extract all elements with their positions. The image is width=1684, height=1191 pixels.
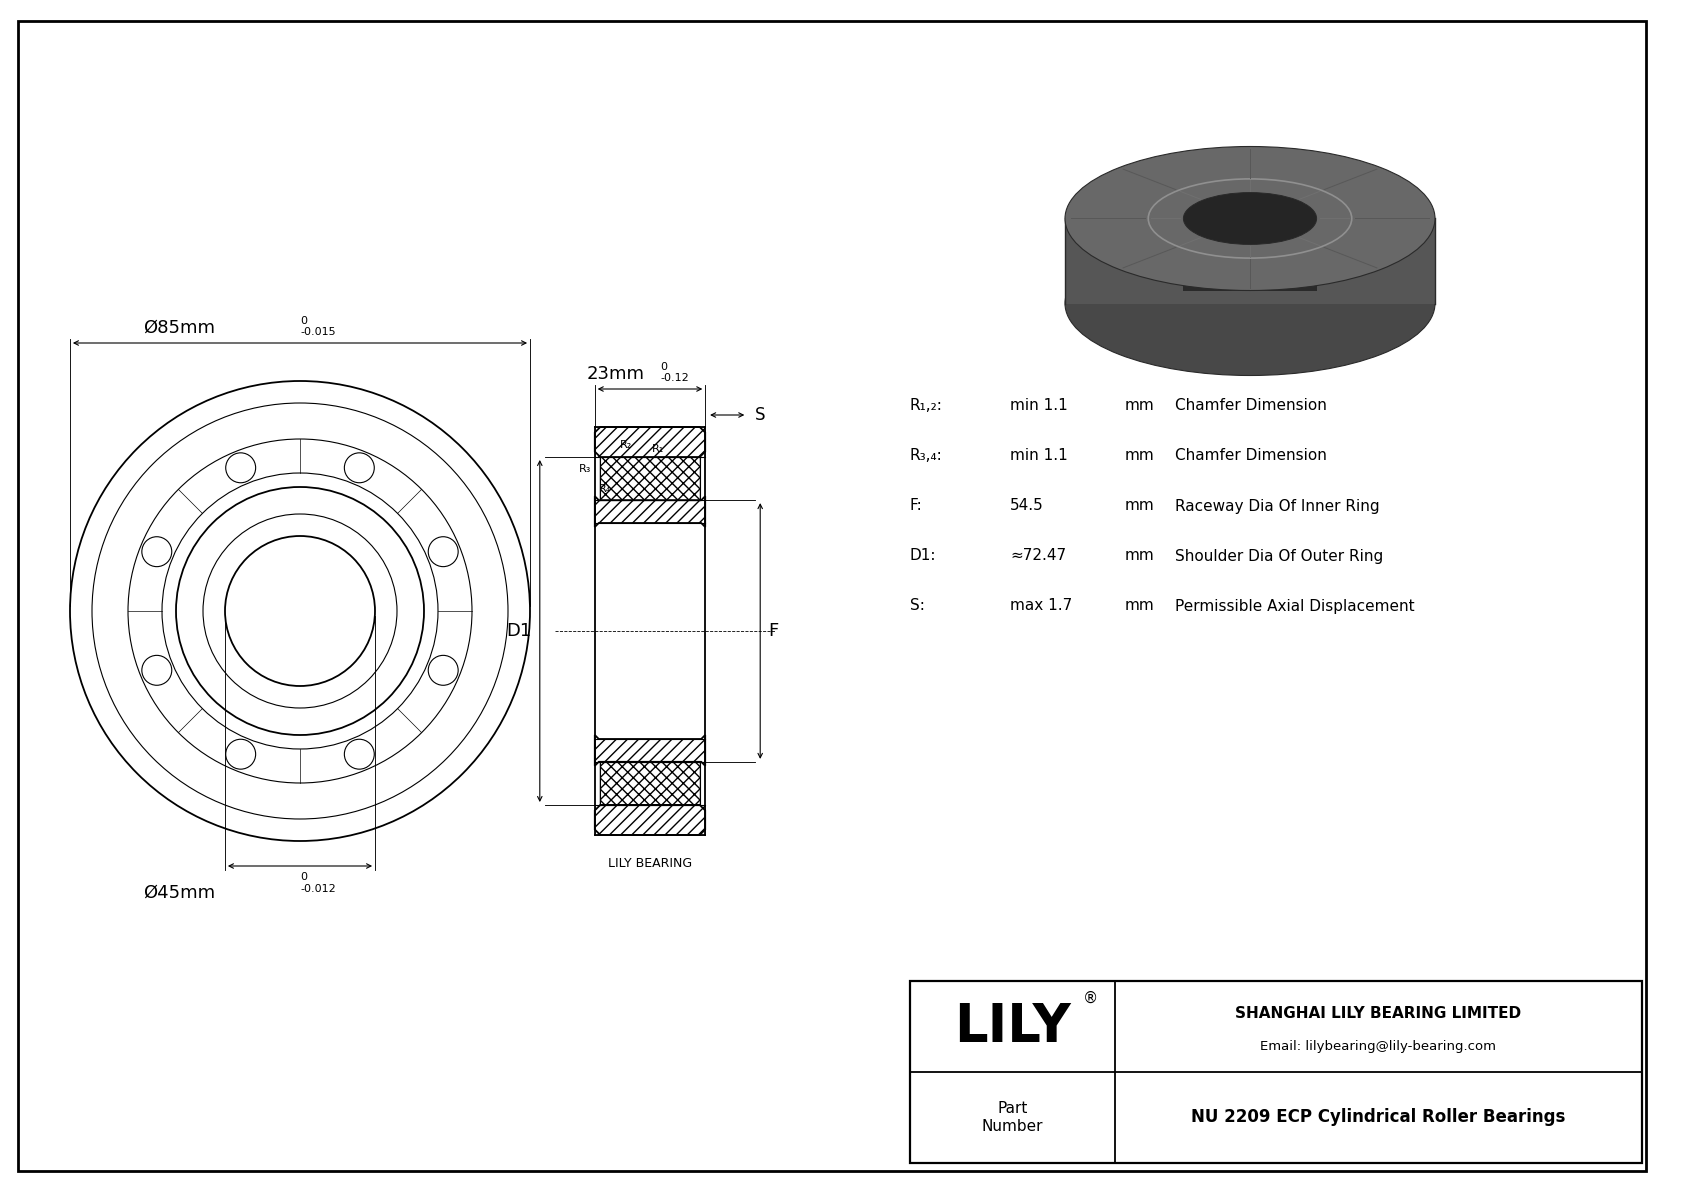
Text: R₂: R₂ (620, 439, 632, 450)
Text: R₃: R₃ (578, 463, 591, 474)
Text: Ø45mm: Ø45mm (143, 884, 216, 902)
Text: 23mm: 23mm (588, 364, 645, 384)
Text: D1:: D1: (909, 549, 936, 563)
Polygon shape (594, 738, 706, 762)
Text: Chamfer Dimension: Chamfer Dimension (1175, 449, 1327, 463)
Polygon shape (600, 457, 699, 500)
Text: D1: D1 (507, 622, 532, 640)
Text: Shoulder Dia Of Outer Ring: Shoulder Dia Of Outer Ring (1175, 549, 1383, 563)
Text: NU 2209 ECP Cylindrical Roller Bearings: NU 2209 ECP Cylindrical Roller Bearings (1191, 1109, 1566, 1127)
Text: min 1.1: min 1.1 (1010, 449, 1068, 463)
Text: min 1.1: min 1.1 (1010, 399, 1068, 413)
Text: -0.12: -0.12 (660, 373, 689, 384)
Polygon shape (1184, 218, 1317, 291)
Text: S: S (754, 406, 766, 424)
Text: mm: mm (1125, 549, 1155, 563)
Polygon shape (594, 428, 706, 457)
Text: ≈72.47: ≈72.47 (1010, 549, 1066, 563)
Polygon shape (594, 805, 706, 835)
Text: mm: mm (1125, 399, 1155, 413)
Polygon shape (594, 500, 706, 523)
Text: 0: 0 (300, 872, 306, 883)
Text: R₁: R₁ (652, 444, 663, 454)
Text: F: F (768, 622, 778, 640)
Text: Permissible Axial Displacement: Permissible Axial Displacement (1175, 599, 1415, 613)
Text: SHANGHAI LILY BEARING LIMITED: SHANGHAI LILY BEARING LIMITED (1236, 1006, 1522, 1021)
Text: R₁,₂:: R₁,₂: (909, 399, 943, 413)
Text: R₃,₄:: R₃,₄: (909, 449, 943, 463)
Text: LILY BEARING: LILY BEARING (608, 858, 692, 869)
Text: LILY: LILY (955, 1000, 1071, 1053)
Text: Part
Number: Part Number (982, 1102, 1044, 1134)
Ellipse shape (1064, 231, 1435, 375)
Text: Raceway Dia Of Inner Ring: Raceway Dia Of Inner Ring (1175, 499, 1379, 513)
Ellipse shape (1184, 193, 1317, 244)
Text: F:: F: (909, 499, 923, 513)
Text: -0.012: -0.012 (300, 884, 335, 894)
Ellipse shape (1064, 146, 1435, 291)
Text: 0: 0 (300, 316, 306, 326)
Polygon shape (600, 762, 699, 805)
Text: max 1.7: max 1.7 (1010, 599, 1073, 613)
Text: Email: lilybearing@lily-bearing.com: Email: lilybearing@lily-bearing.com (1261, 1040, 1497, 1053)
Text: mm: mm (1125, 599, 1155, 613)
Polygon shape (1064, 218, 1435, 304)
Text: 54.5: 54.5 (1010, 499, 1044, 513)
Text: 0: 0 (660, 362, 667, 372)
Text: Chamfer Dimension: Chamfer Dimension (1175, 399, 1327, 413)
Text: Ø85mm: Ø85mm (143, 319, 216, 337)
Text: ®: ® (1083, 991, 1098, 1006)
Text: S:: S: (909, 599, 925, 613)
Text: -0.015: -0.015 (300, 328, 335, 337)
Text: mm: mm (1125, 499, 1155, 513)
Text: mm: mm (1125, 449, 1155, 463)
Text: R₄: R₄ (600, 484, 611, 493)
